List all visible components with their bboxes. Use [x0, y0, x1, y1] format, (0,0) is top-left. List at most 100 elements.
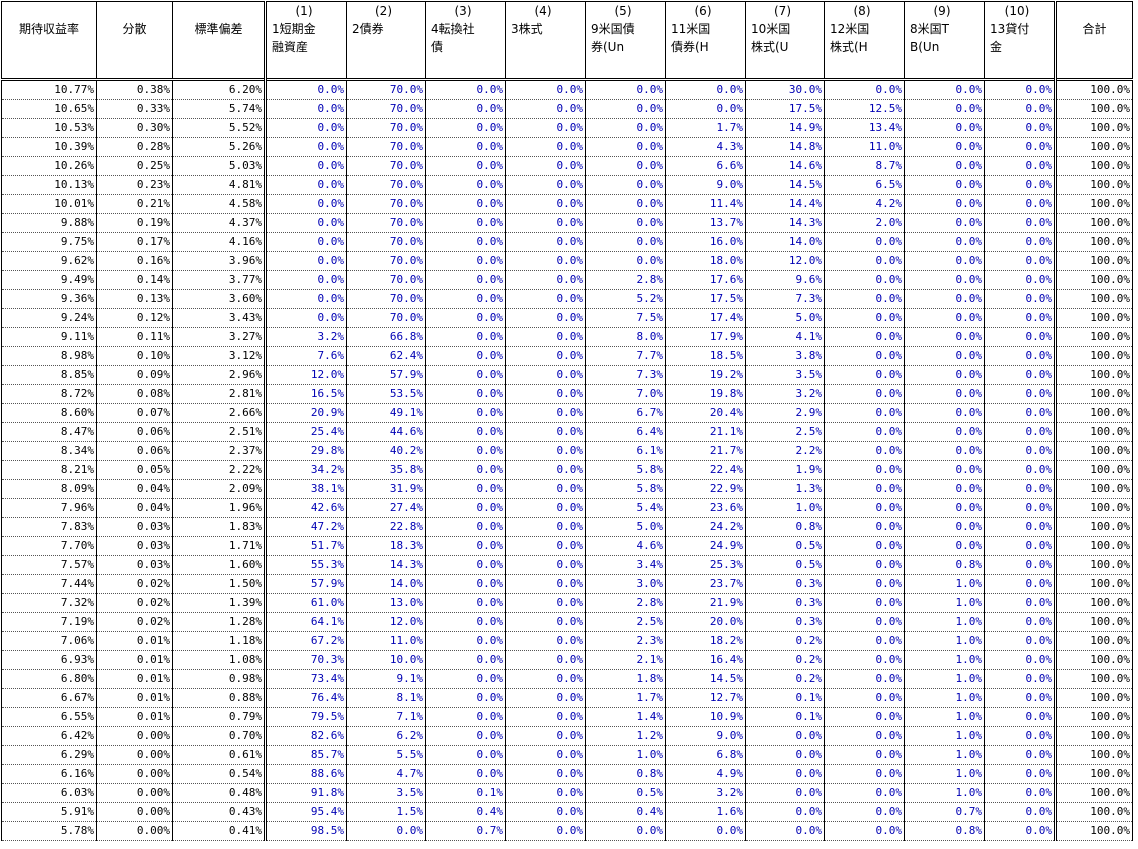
cell-asset-4[interactable]: 0.0%	[505, 555, 586, 575]
cell-asset-7[interactable]: 1.9%	[745, 460, 825, 480]
cell-asset-6[interactable]: 10.9%	[665, 707, 746, 727]
cell-asset-3[interactable]: 0.0%	[425, 99, 506, 119]
cell-asset-3[interactable]: 0.0%	[425, 403, 506, 423]
cell-asset-4[interactable]: 0.0%	[505, 384, 586, 404]
cell-asset-1[interactable]: 76.4%	[265, 688, 347, 708]
cell-asset-2[interactable]: 3.5%	[346, 783, 426, 803]
cell-asset-1[interactable]: 0.0%	[265, 270, 347, 290]
cell-asset-9[interactable]: 0.0%	[904, 194, 985, 214]
cell-asset-5[interactable]: 6.1%	[585, 441, 666, 461]
cell-asset-8[interactable]: 0.0%	[824, 764, 905, 784]
cell-asset-4[interactable]: 0.0%	[505, 308, 586, 328]
cell-asset-8[interactable]: 0.0%	[824, 555, 905, 575]
cell-asset-9[interactable]: 0.0%	[904, 384, 985, 404]
cell-asset-7[interactable]: 0.3%	[745, 574, 825, 594]
cell-expected-return[interactable]: 7.70%	[1, 536, 97, 556]
cell-asset-5[interactable]: 6.7%	[585, 403, 666, 423]
cell-asset-3[interactable]: 0.0%	[425, 175, 506, 195]
cell-std-dev[interactable]: 4.58%	[172, 194, 267, 214]
cell-asset-9[interactable]: 0.0%	[904, 460, 985, 480]
cell-expected-return[interactable]: 9.75%	[1, 232, 97, 252]
header-asset-7[interactable]: (7) 10米国 株式(U	[745, 1, 825, 80]
cell-asset-1[interactable]: 25.4%	[265, 422, 347, 442]
cell-total[interactable]: 100.0%	[1055, 175, 1133, 195]
cell-asset-3[interactable]: 0.0%	[425, 118, 506, 138]
cell-std-dev[interactable]: 3.77%	[172, 270, 267, 290]
cell-asset-5[interactable]: 7.0%	[585, 384, 666, 404]
header-expected-return[interactable]: 期待収益率	[1, 1, 97, 80]
cell-asset-1[interactable]: 0.0%	[265, 308, 347, 328]
cell-asset-9[interactable]: 0.0%	[904, 79, 985, 100]
cell-std-dev[interactable]: 4.37%	[172, 213, 267, 233]
cell-asset-5[interactable]: 0.4%	[585, 802, 666, 822]
cell-expected-return[interactable]: 10.13%	[1, 175, 97, 195]
cell-asset-7[interactable]: 0.0%	[745, 764, 825, 784]
cell-asset-6[interactable]: 4.9%	[665, 764, 746, 784]
header-asset-5[interactable]: (5) 9米国債 券(Un	[585, 1, 666, 80]
cell-asset-8[interactable]: 0.0%	[824, 726, 905, 746]
cell-asset-1[interactable]: 0.0%	[265, 79, 347, 100]
cell-asset-10[interactable]: 0.0%	[984, 156, 1057, 176]
cell-variance[interactable]: 0.00%	[96, 726, 173, 746]
cell-asset-8[interactable]: 0.0%	[824, 403, 905, 423]
header-asset-1[interactable]: (1) 1短期金 融資産	[265, 1, 347, 80]
cell-asset-6[interactable]: 19.2%	[665, 365, 746, 385]
cell-asset-7[interactable]: 0.8%	[745, 517, 825, 537]
cell-total[interactable]: 100.0%	[1055, 612, 1133, 632]
cell-asset-2[interactable]: 22.8%	[346, 517, 426, 537]
cell-asset-9[interactable]: 0.0%	[904, 327, 985, 347]
cell-asset-6[interactable]: 20.4%	[665, 403, 746, 423]
cell-asset-3[interactable]: 0.0%	[425, 346, 506, 366]
cell-asset-10[interactable]: 0.0%	[984, 175, 1057, 195]
cell-asset-5[interactable]: 7.7%	[585, 346, 666, 366]
cell-asset-5[interactable]: 0.0%	[585, 156, 666, 176]
cell-asset-1[interactable]: 55.3%	[265, 555, 347, 575]
cell-asset-4[interactable]: 0.0%	[505, 403, 586, 423]
cell-asset-9[interactable]: 1.0%	[904, 593, 985, 613]
cell-asset-1[interactable]: 29.8%	[265, 441, 347, 461]
cell-asset-6[interactable]: 9.0%	[665, 726, 746, 746]
cell-asset-5[interactable]: 5.8%	[585, 479, 666, 499]
cell-std-dev[interactable]: 4.81%	[172, 175, 267, 195]
cell-asset-10[interactable]: 0.0%	[984, 479, 1057, 499]
cell-variance[interactable]: 0.14%	[96, 270, 173, 290]
cell-total[interactable]: 100.0%	[1055, 745, 1133, 765]
cell-asset-6[interactable]: 19.8%	[665, 384, 746, 404]
cell-asset-3[interactable]: 0.0%	[425, 707, 506, 727]
cell-asset-4[interactable]: 0.0%	[505, 726, 586, 746]
cell-asset-5[interactable]: 6.4%	[585, 422, 666, 442]
cell-asset-6[interactable]: 23.6%	[665, 498, 746, 518]
header-total[interactable]: 合計	[1055, 1, 1133, 80]
cell-asset-6[interactable]: 22.4%	[665, 460, 746, 480]
header-asset-2[interactable]: (2) 2債券	[346, 1, 426, 80]
cell-asset-2[interactable]: 18.3%	[346, 536, 426, 556]
cell-asset-5[interactable]: 0.0%	[585, 137, 666, 157]
cell-asset-8[interactable]: 0.0%	[824, 422, 905, 442]
cell-asset-3[interactable]: 0.1%	[425, 783, 506, 803]
cell-asset-3[interactable]: 0.0%	[425, 517, 506, 537]
cell-asset-8[interactable]: 0.0%	[824, 289, 905, 309]
cell-std-dev[interactable]: 0.88%	[172, 688, 267, 708]
cell-asset-9[interactable]: 0.0%	[904, 536, 985, 556]
cell-asset-10[interactable]: 0.0%	[984, 726, 1057, 746]
cell-expected-return[interactable]: 6.80%	[1, 669, 97, 689]
cell-asset-1[interactable]: 0.0%	[265, 118, 347, 138]
cell-asset-8[interactable]: 0.0%	[824, 346, 905, 366]
cell-variance[interactable]: 0.01%	[96, 631, 173, 651]
cell-asset-5[interactable]: 2.5%	[585, 612, 666, 632]
cell-asset-3[interactable]: 0.0%	[425, 270, 506, 290]
cell-asset-5[interactable]: 0.0%	[585, 194, 666, 214]
cell-asset-3[interactable]: 0.0%	[425, 460, 506, 480]
cell-asset-8[interactable]: 0.0%	[824, 707, 905, 727]
cell-asset-8[interactable]: 4.2%	[824, 194, 905, 214]
cell-std-dev[interactable]: 1.39%	[172, 593, 267, 613]
cell-asset-6[interactable]: 18.2%	[665, 631, 746, 651]
cell-asset-3[interactable]: 0.0%	[425, 156, 506, 176]
cell-asset-10[interactable]: 0.0%	[984, 137, 1057, 157]
cell-expected-return[interactable]: 8.47%	[1, 422, 97, 442]
cell-total[interactable]: 100.0%	[1055, 79, 1133, 100]
cell-variance[interactable]: 0.21%	[96, 194, 173, 214]
cell-total[interactable]: 100.0%	[1055, 764, 1133, 784]
cell-total[interactable]: 100.0%	[1055, 327, 1133, 347]
cell-asset-10[interactable]: 0.0%	[984, 460, 1057, 480]
